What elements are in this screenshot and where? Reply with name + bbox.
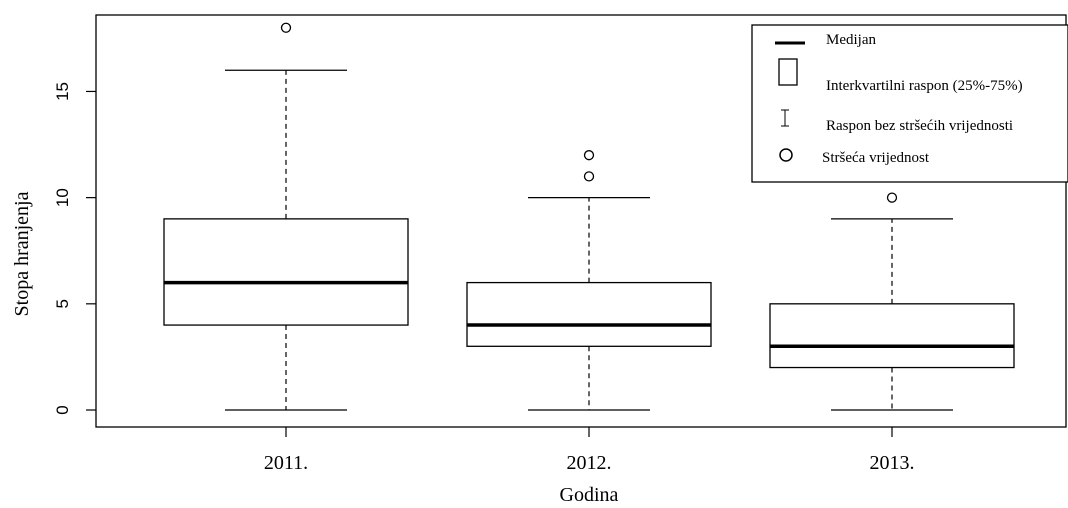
x-tick-label: 2013. xyxy=(870,452,915,474)
legend-outlier-symbol xyxy=(779,148,793,162)
y-tick-label: 0 xyxy=(53,405,72,414)
x-axis-label: Godina xyxy=(560,484,619,506)
legend-whisker-symbol xyxy=(781,109,789,127)
x-axis: 2011. 2012. 2013. xyxy=(264,427,915,474)
y-tick-label: 15 xyxy=(53,82,72,101)
plot-frame xyxy=(95,14,1067,428)
interquartile-box xyxy=(163,218,409,326)
interquartile-box xyxy=(769,303,1015,369)
outlier-point xyxy=(583,171,595,182)
legend-frame xyxy=(751,24,1068,183)
interquartile-box xyxy=(466,281,712,347)
x-tick-label: 2012. xyxy=(567,452,612,474)
y-axis: 0 5 10 15 xyxy=(53,82,96,415)
outlier-point xyxy=(280,22,292,33)
box-group xyxy=(163,22,409,411)
box-group xyxy=(769,192,1015,411)
legend: Medijan Interkvartilni raspon (25%-75%) … xyxy=(751,24,1068,183)
y-tick-label: 10 xyxy=(53,188,72,207)
legend-label-median: Medijan xyxy=(826,32,876,48)
boxes xyxy=(163,22,1015,411)
outlier-point xyxy=(886,192,898,203)
legend-label-box: Interkvartilni raspon (25%-75%) xyxy=(826,78,1023,94)
y-tick-label: 5 xyxy=(53,299,72,308)
legend-label-whisker: Raspon bez stršećih vrijednosti xyxy=(826,118,1013,134)
box-group xyxy=(466,150,712,411)
x-tick-label: 2011. xyxy=(264,452,308,474)
y-axis-label: Stopa hranjenja xyxy=(11,191,33,316)
outlier-point xyxy=(583,150,595,161)
legend-label-outlier: Stršeća vrijednost xyxy=(822,150,930,166)
legend-box-symbol xyxy=(778,58,798,86)
